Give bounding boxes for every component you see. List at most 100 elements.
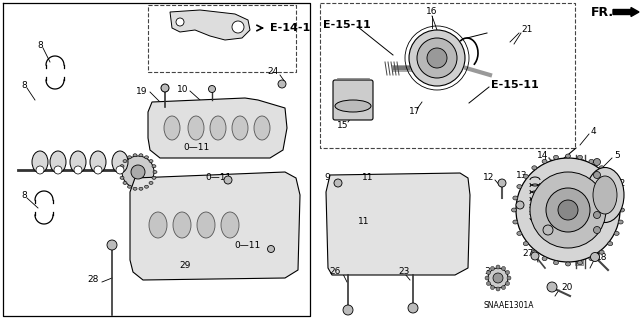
Bar — [575, 186, 583, 193]
Ellipse shape — [608, 242, 612, 246]
Ellipse shape — [577, 261, 582, 265]
Text: 17: 17 — [409, 108, 420, 116]
Text: 20: 20 — [561, 283, 572, 292]
Ellipse shape — [586, 167, 624, 222]
Text: 27: 27 — [523, 249, 534, 257]
Ellipse shape — [599, 250, 604, 254]
Ellipse shape — [123, 182, 127, 184]
Circle shape — [506, 271, 509, 275]
Circle shape — [530, 172, 606, 248]
Ellipse shape — [517, 231, 522, 235]
Bar — [575, 249, 583, 256]
Ellipse shape — [90, 151, 106, 173]
Circle shape — [546, 188, 590, 232]
Text: 8: 8 — [21, 80, 27, 90]
Ellipse shape — [152, 176, 156, 179]
Ellipse shape — [149, 212, 167, 238]
Circle shape — [593, 211, 600, 219]
Ellipse shape — [221, 212, 239, 238]
Ellipse shape — [145, 156, 148, 159]
Text: SNAAE1301A: SNAAE1301A — [483, 300, 534, 309]
Ellipse shape — [599, 166, 604, 170]
Circle shape — [506, 281, 509, 286]
Ellipse shape — [532, 166, 537, 170]
Ellipse shape — [152, 165, 156, 168]
Ellipse shape — [524, 242, 528, 246]
Ellipse shape — [614, 185, 619, 189]
Text: 19: 19 — [136, 87, 147, 97]
Text: 8: 8 — [21, 190, 27, 199]
Ellipse shape — [577, 155, 582, 160]
Circle shape — [54, 166, 62, 174]
Circle shape — [94, 166, 102, 174]
Circle shape — [507, 276, 511, 280]
Ellipse shape — [127, 156, 131, 159]
Text: 14: 14 — [538, 151, 548, 160]
Circle shape — [493, 273, 503, 283]
Circle shape — [490, 286, 495, 290]
Circle shape — [502, 286, 506, 290]
Circle shape — [232, 21, 244, 33]
Ellipse shape — [197, 212, 215, 238]
Ellipse shape — [119, 170, 123, 174]
Circle shape — [516, 201, 524, 209]
Text: 24: 24 — [268, 68, 279, 77]
Text: 0—11: 0—11 — [205, 174, 231, 182]
Circle shape — [593, 172, 600, 179]
Circle shape — [224, 176, 232, 184]
Circle shape — [516, 158, 620, 262]
Ellipse shape — [618, 220, 623, 224]
Circle shape — [486, 281, 490, 286]
Circle shape — [486, 271, 490, 275]
Bar — [575, 204, 583, 211]
Text: 0—11: 0—11 — [235, 241, 261, 249]
Text: 0—11: 0—11 — [184, 144, 210, 152]
Ellipse shape — [593, 176, 617, 214]
Circle shape — [531, 252, 539, 260]
Ellipse shape — [112, 151, 128, 173]
Text: 8: 8 — [37, 41, 43, 49]
Circle shape — [131, 165, 145, 179]
Ellipse shape — [139, 187, 143, 190]
Ellipse shape — [153, 170, 157, 174]
Circle shape — [122, 156, 154, 188]
Circle shape — [116, 166, 124, 174]
Circle shape — [488, 268, 508, 288]
Text: 10: 10 — [177, 85, 188, 94]
Ellipse shape — [133, 187, 137, 190]
Ellipse shape — [589, 257, 594, 261]
Polygon shape — [170, 10, 250, 40]
Circle shape — [496, 265, 500, 269]
Text: E-14-1: E-14-1 — [270, 23, 310, 33]
Circle shape — [107, 240, 117, 250]
Circle shape — [485, 276, 489, 280]
Circle shape — [36, 166, 44, 174]
Ellipse shape — [164, 116, 180, 140]
Ellipse shape — [120, 165, 124, 168]
Ellipse shape — [70, 151, 86, 173]
Circle shape — [496, 287, 500, 291]
Text: 23: 23 — [398, 268, 410, 277]
Text: E-15-11: E-15-11 — [491, 80, 539, 90]
Ellipse shape — [173, 212, 191, 238]
Text: 5: 5 — [614, 151, 620, 160]
Text: 28: 28 — [88, 276, 99, 285]
Ellipse shape — [127, 185, 131, 188]
Ellipse shape — [618, 196, 623, 200]
Bar — [575, 231, 583, 238]
Text: 21: 21 — [521, 26, 532, 34]
Text: 16: 16 — [426, 8, 438, 17]
Ellipse shape — [566, 154, 570, 158]
Ellipse shape — [511, 208, 516, 212]
Ellipse shape — [589, 160, 594, 163]
Circle shape — [490, 266, 495, 271]
Ellipse shape — [566, 262, 570, 266]
Ellipse shape — [149, 160, 153, 163]
Circle shape — [74, 166, 82, 174]
Circle shape — [593, 226, 600, 234]
Ellipse shape — [554, 155, 559, 160]
FancyBboxPatch shape — [333, 80, 373, 120]
Circle shape — [161, 84, 169, 92]
Bar — [575, 177, 583, 184]
Text: 11: 11 — [358, 218, 369, 226]
